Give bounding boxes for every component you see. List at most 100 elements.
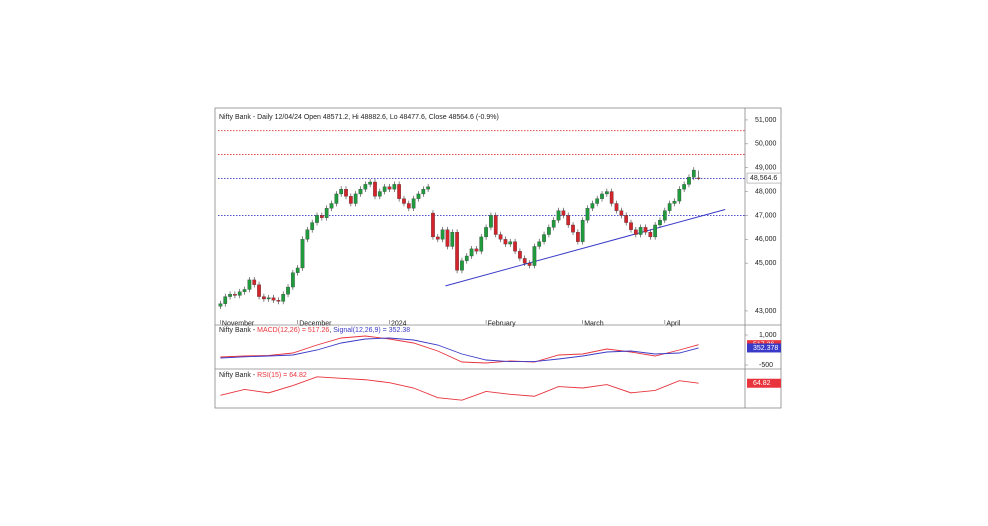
y-tick-label: 50,000 (755, 141, 777, 148)
candle-body (262, 296, 266, 300)
candle-body (682, 184, 686, 190)
candle-body (484, 227, 488, 238)
candle-body (609, 191, 614, 204)
y-tick-label: 51,000 (755, 117, 777, 124)
candle-body (653, 224, 658, 238)
y-tick-label: 46,000 (755, 236, 777, 243)
candle-body (315, 215, 319, 223)
y-tick-label: 43,000 (755, 308, 777, 315)
last-value-box (747, 343, 781, 353)
candle-body (387, 186, 392, 190)
candle-body (305, 229, 310, 240)
x-tick-label: April (666, 320, 680, 327)
candle-body (363, 184, 368, 190)
candle-body (604, 191, 609, 195)
y-tick-label: -500 (759, 362, 773, 369)
candle-body (324, 208, 329, 218)
candle-body (551, 220, 556, 228)
candle-body (291, 272, 295, 288)
candle-body (464, 255, 469, 261)
candle-body (348, 196, 353, 204)
last-value-box (747, 378, 781, 388)
y-tick-label: 45,000 (755, 260, 777, 267)
candle-body (667, 203, 672, 211)
x-tick-label: 2024 (391, 320, 407, 327)
candle-body (527, 263, 532, 266)
candle-body (358, 189, 363, 195)
x-tick-label: March (584, 320, 604, 327)
candle-body (339, 189, 344, 195)
candle-body (566, 215, 571, 226)
candle-body (489, 215, 493, 228)
candle-body (435, 236, 440, 240)
legend: Nifty Bank - RSI(15) = 64.82 (219, 372, 307, 379)
candle-body (547, 227, 551, 235)
last-price-box (746, 172, 782, 184)
candle-body (600, 193, 604, 199)
candle-body (479, 236, 484, 252)
candle-body (696, 177, 701, 179)
legend-prefix: Nifty Bank - (219, 372, 257, 379)
candle-body (426, 186, 430, 190)
candle-body (576, 231, 580, 242)
frame (214, 107, 782, 409)
candle-body (411, 198, 416, 209)
candle-body (266, 297, 271, 300)
candle-body (402, 198, 406, 204)
candle-body (643, 227, 648, 233)
candle-body (691, 169, 696, 178)
candle-body (460, 260, 464, 271)
candle-body (233, 294, 237, 296)
candle-body (320, 215, 324, 218)
indicator-line (220, 376, 699, 401)
candle-body (310, 222, 315, 230)
candle-body (392, 184, 397, 190)
candle-body (522, 258, 527, 264)
candle-body (416, 193, 421, 199)
candle-body (368, 181, 373, 185)
candle-body (421, 189, 426, 195)
candle-body (406, 203, 411, 209)
candle-body (493, 215, 498, 235)
candle-body (218, 303, 223, 307)
y-tick-label: 47,000 (755, 212, 777, 219)
legend-separator: , (329, 327, 331, 334)
candle-body (242, 289, 247, 292)
last-value-label: 352.378 (753, 345, 778, 352)
candle-body (334, 193, 339, 204)
y-tick-label: 48,000 (755, 188, 777, 195)
candle-body (445, 229, 450, 247)
legend-prefix: Nifty Bank - (219, 327, 257, 334)
candle-body (271, 297, 276, 301)
candle-body (281, 294, 286, 302)
candle-body (532, 246, 537, 266)
candle-body (662, 210, 667, 221)
candle-body (658, 220, 662, 226)
candle-body (629, 222, 633, 230)
x-tick-label: November (222, 320, 255, 327)
candle-body (344, 189, 348, 197)
x-tick-label: February (488, 320, 517, 327)
legend-entry: RSI(15) = 64.82 (257, 372, 307, 379)
candle-body (247, 279, 252, 290)
candle-body (687, 177, 691, 185)
candle-body (503, 239, 508, 245)
candle-body (537, 241, 542, 247)
candle-body (469, 248, 474, 257)
candle-body (382, 186, 387, 192)
trend-line (445, 208, 726, 287)
candle-body (455, 231, 459, 271)
candle-body (508, 241, 513, 245)
candle-body (223, 296, 228, 304)
candle-body (672, 200, 677, 204)
candle-body (237, 291, 242, 296)
y-tick-label: 49,000 (755, 165, 777, 172)
legend: Nifty Bank - MACD(12,26) = 517.26, Signal… (219, 327, 410, 334)
legend-entry: MACD(12,26) = 517.26 (257, 327, 329, 334)
candle-body (329, 203, 334, 209)
candle-body (397, 184, 401, 199)
candle-body (561, 210, 566, 216)
candle-body (228, 294, 232, 297)
candle-body (286, 286, 290, 295)
